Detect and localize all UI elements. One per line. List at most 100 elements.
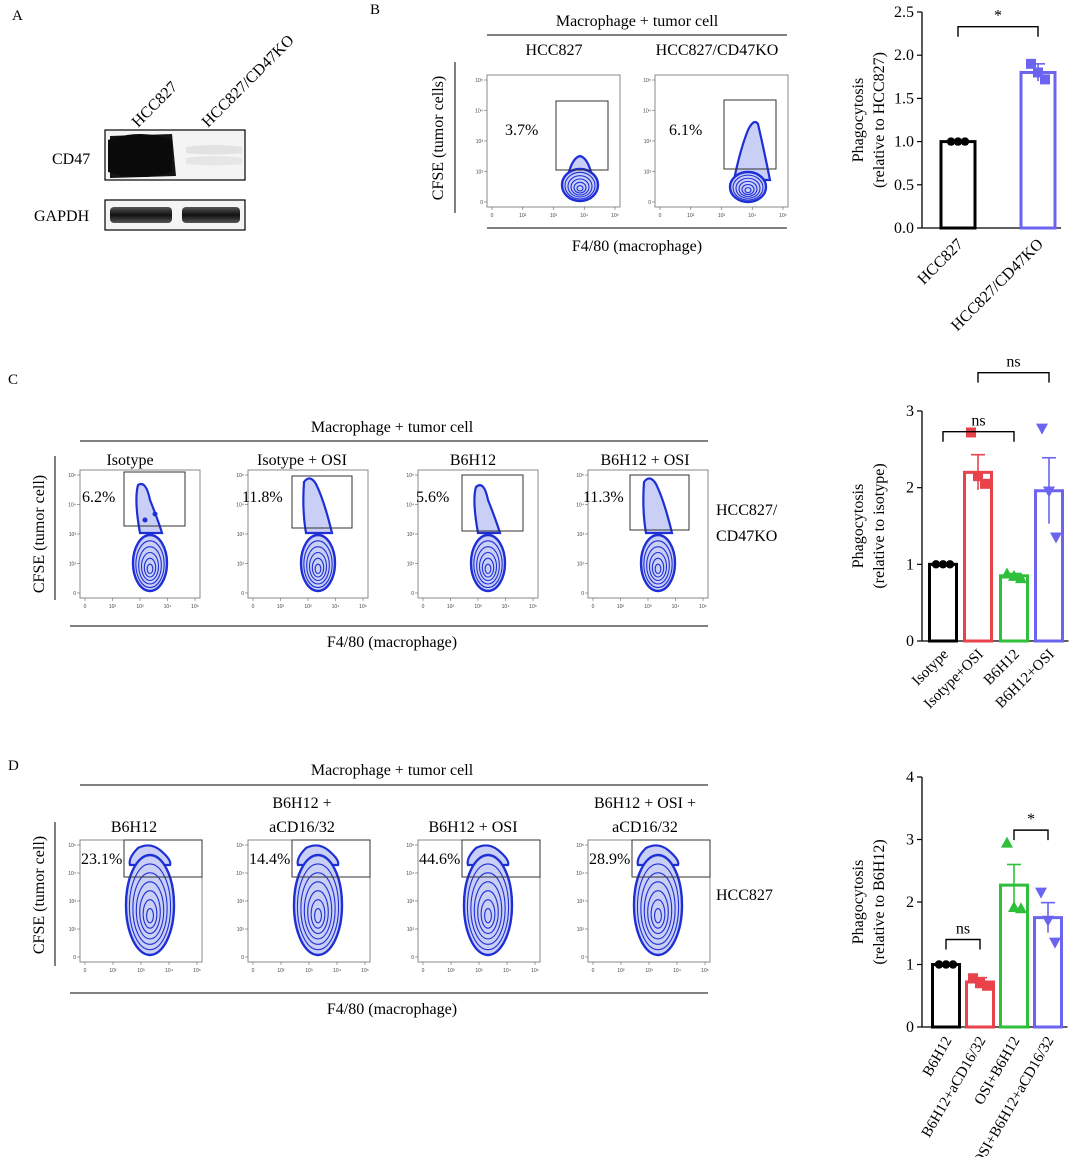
- contour-ring: [573, 181, 587, 194]
- x-tick-label: 10⁵: [611, 213, 619, 219]
- contour-ring: [299, 533, 337, 593]
- x-tick-label: 10²: [277, 968, 285, 974]
- contour-ring: [744, 187, 752, 194]
- x-tick-label: 10²: [447, 968, 455, 974]
- gate[interactable]: [461, 839, 541, 878]
- panel-d-ylabel: CFSE (tumor cell): [31, 836, 48, 954]
- x-tick-label: 0: [422, 968, 425, 974]
- data-point: [1035, 887, 1047, 899]
- x-tick-label: 10²: [109, 968, 117, 974]
- x-tick-label: 10⁵: [191, 604, 199, 610]
- y-tick-label: 10⁵: [68, 843, 76, 849]
- y-tick-label: 10²: [407, 562, 415, 568]
- contour-ring: [639, 533, 677, 593]
- flow-plot: 0 0 10² 10² 10³ 10³ 10⁴ 10⁴ 10⁵ 10⁵ 6.2%: [68, 469, 201, 610]
- x-tick-label: 0: [491, 213, 494, 219]
- contour-ring: [292, 853, 344, 957]
- y-tick-label: 10⁵: [475, 78, 483, 84]
- contour-ring: [560, 167, 600, 203]
- x-tick-label: 10²: [617, 968, 625, 974]
- bar-chart-panel-d: 0 1 2 3 4 Phagocytosis (relative to B6H12) B6H1…: [850, 769, 1068, 1157]
- y-tick-label: 10³: [644, 139, 652, 145]
- x-tick-label: 10⁴: [672, 604, 680, 610]
- y-tick-label: 10³: [237, 899, 245, 905]
- contour-ring: [481, 557, 495, 578]
- contour-ring: [646, 546, 670, 585]
- data-point: [975, 978, 985, 989]
- gate[interactable]: [291, 475, 353, 529]
- x-tick-label: 10⁴: [580, 213, 588, 219]
- population-tail: [473, 484, 502, 535]
- category-label: HCC827: [915, 236, 967, 288]
- y-tick-label: 4: [906, 769, 914, 786]
- y-tick-label: 1.0: [894, 134, 914, 151]
- gate[interactable]: [123, 471, 186, 527]
- panel-c-ylabel: CFSE (tumor cell): [31, 475, 48, 593]
- x-tick-label: 10²: [447, 604, 455, 610]
- contour-ring: [477, 890, 499, 935]
- gate[interactable]: [123, 839, 203, 878]
- contour-ring: [314, 563, 322, 575]
- x-tick-label: 10³: [644, 604, 652, 610]
- panel-d-plot3-label2: B6H12 + OSI: [428, 819, 517, 836]
- gate[interactable]: [461, 474, 524, 532]
- gate[interactable]: [723, 99, 777, 170]
- panel-c-cell-line-1: HCC827/: [716, 502, 778, 519]
- sample-label-hcc827-cd47ko: HCC827/CD47KO: [199, 32, 298, 131]
- contour-ring: [462, 853, 514, 957]
- gate[interactable]: [631, 839, 711, 878]
- category-label: B6H12: [920, 1034, 956, 1080]
- data-point: [968, 973, 978, 984]
- flow-plot: 0 0 10² 10² 10³ 10³ 10⁴ 10⁴ 10⁵ 10⁵ 44.6%: [406, 839, 541, 974]
- y-tick-label: 0: [73, 955, 76, 961]
- panel-b-xlabel: F4/80 (macrophage): [572, 238, 702, 255]
- contour-ring: [139, 890, 161, 935]
- contour-ring: [728, 170, 768, 204]
- y-tick-label: 10⁴: [576, 871, 584, 877]
- band-label-gapdh: GAPDH: [34, 208, 90, 225]
- y-tick-label: 10⁵: [236, 843, 244, 849]
- x-tick-label: 10²: [617, 604, 625, 610]
- y-tick-label: 1: [906, 957, 914, 974]
- significance-label: ns: [971, 413, 985, 430]
- contour-ring: [308, 551, 328, 582]
- x-tick-label: 0: [592, 604, 595, 610]
- x-tick-label: 10²: [277, 604, 285, 610]
- data-point: [1026, 58, 1036, 69]
- x-tick-label: 10³: [718, 213, 726, 219]
- data-point: [1033, 67, 1043, 78]
- panel-d-plot1-label2: B6H12: [111, 819, 157, 836]
- y-tick-label: 0: [241, 955, 244, 961]
- contour-ring: [143, 557, 157, 578]
- data-point: [973, 471, 983, 482]
- y-tick-label: 10²: [69, 927, 77, 933]
- flow-plot: 0 0 10² 10² 10³ 10³ 10⁴ 10⁴ 10⁵ 10⁵ 11.3%: [576, 469, 709, 610]
- x-tick-label: 10⁵: [359, 604, 367, 610]
- contour-ring: [564, 171, 596, 200]
- significance-bracket: [957, 25, 1039, 37]
- x-tick-label: 10⁵: [699, 604, 707, 610]
- data-point: [1001, 567, 1013, 579]
- y-tick-label: 10³: [407, 532, 415, 538]
- data-point: [966, 427, 976, 438]
- y-tick-label: 10³: [577, 899, 585, 905]
- gate[interactable]: [291, 839, 371, 878]
- contour-ring: [576, 185, 584, 192]
- gate[interactable]: [555, 100, 609, 171]
- contour-ring: [484, 563, 492, 575]
- y-tick-label: 0: [581, 591, 584, 597]
- y-tick-label: 1: [906, 556, 914, 573]
- x-tick-label: 10⁵: [529, 604, 537, 610]
- y-tick-label: 2.5: [894, 4, 914, 21]
- x-tick-label: 0: [84, 968, 87, 974]
- population-tail: [732, 120, 772, 182]
- data-point: [946, 137, 956, 146]
- data-point: [1040, 74, 1050, 85]
- contour-ring: [732, 174, 764, 201]
- y-tick-label: 10³: [476, 139, 484, 145]
- contour-ring: [310, 899, 326, 929]
- y-axis-label-sub: (relative to B6H12): [871, 839, 888, 964]
- flow-plot-frame: [486, 74, 621, 208]
- gate[interactable]: [629, 474, 690, 531]
- panel-d-plot4-label2: aCD16/32: [612, 819, 678, 836]
